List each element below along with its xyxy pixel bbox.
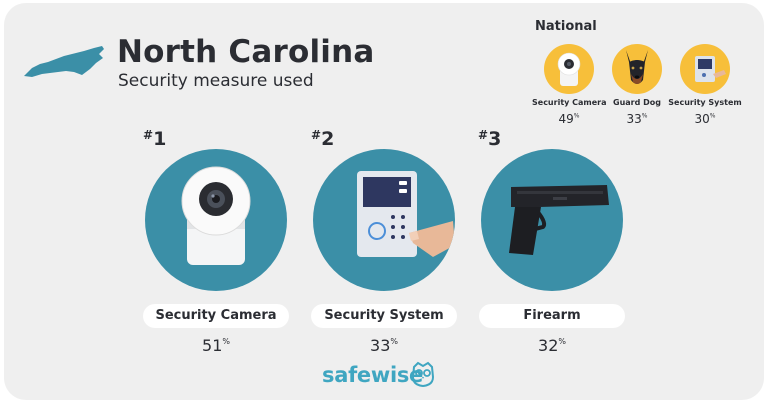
security-camera-icon [544,44,594,94]
national-item-security-camera: Security Camera 49% [532,44,607,126]
ranking-percent-firearm: 32% [538,336,566,355]
handgun-icon [481,149,623,291]
page-subtitle: Security measure used [118,71,314,91]
national-item-percent: 49% [558,112,580,126]
national-item-guard-dog: Guard Dog 33% [600,44,674,126]
page-title: North Carolina [117,34,375,70]
rank-1: #1 [143,128,167,150]
rank-2: #2 [311,128,335,150]
national-item-percent: 33% [626,112,648,126]
rank-3: #3 [478,128,502,150]
national-item-percent: 30% [694,112,716,126]
security-system-icon [680,44,730,94]
security-system-icon [313,149,455,291]
owl-logo-icon [411,361,435,387]
ranking-percent-security-camera: 51% [202,336,230,355]
brand-logo: safewise [322,363,423,387]
ranking-percent-security-system: 33% [370,336,398,355]
national-item-label: Security System [668,98,742,107]
national-item-label: Guard Dog [613,98,661,107]
national-label: National [535,19,597,34]
north-carolina-map-icon [24,46,104,77]
ranking-label-security-camera: Security Camera [143,304,289,328]
security-camera-icon [145,149,287,291]
ranking-label-firearm: Firearm [479,304,625,328]
ranking-label-security-system: Security System [311,304,457,328]
national-item-security-system: Security System 30% [668,44,742,126]
guard-dog-icon [612,44,662,94]
national-item-label: Security Camera [532,98,607,107]
